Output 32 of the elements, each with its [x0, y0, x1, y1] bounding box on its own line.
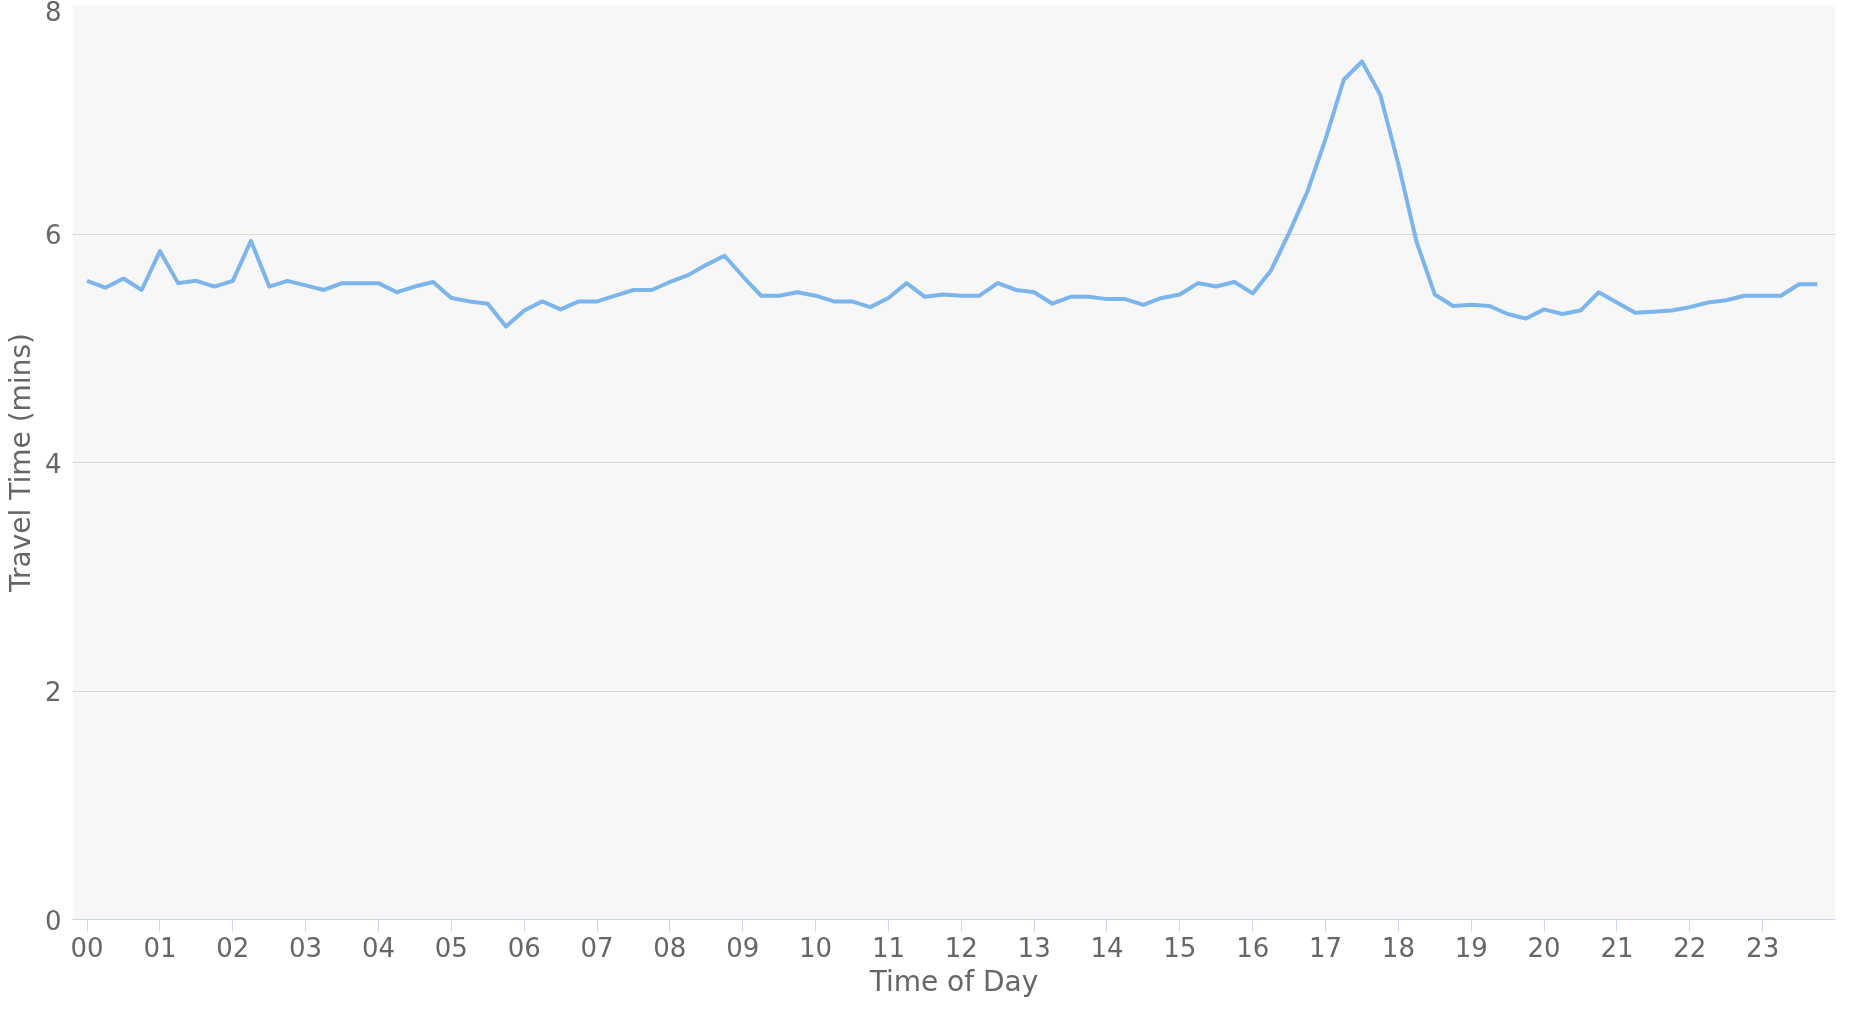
y-tick-label: 2	[44, 677, 62, 707]
x-tick-label: 22	[1673, 932, 1707, 963]
y-tick-label: 6	[44, 220, 62, 250]
x-tick-label: 15	[1163, 932, 1197, 963]
x-tick-label: 12	[944, 932, 978, 963]
x-tick-label: 09	[726, 932, 760, 963]
x-tick-label: 11	[871, 932, 905, 963]
line-series	[85, 59, 1820, 329]
x-tick-label: 05	[434, 932, 468, 963]
x-axis-title: Time of Day	[868, 964, 1039, 998]
y-axis-title: Travel Time (mins)	[3, 333, 37, 593]
y-tick-label: 0	[44, 905, 62, 936]
x-tick-label: 10	[799, 932, 833, 963]
x-tick-label: 14	[1090, 932, 1124, 963]
x-tick-label: 03	[289, 932, 323, 963]
x-tick-label: 07	[580, 932, 614, 963]
x-tick-label: 21	[1600, 932, 1634, 963]
y-tick-label: 4	[44, 448, 62, 479]
x-tick-label: 23	[1746, 932, 1780, 963]
x-tick-label: 04	[361, 932, 396, 963]
x-tick-label: 02	[216, 932, 250, 963]
x-tick-label: 08	[653, 932, 687, 963]
x-tick-label: 01	[143, 932, 177, 963]
x-tick-label: 00	[70, 932, 104, 963]
x-tick-label: 20	[1527, 932, 1561, 963]
x-tick-label: 06	[507, 932, 541, 963]
x-tick-label: 19	[1454, 932, 1488, 963]
x-tick-label: 16	[1236, 932, 1270, 963]
x-tick-label: 13	[1017, 932, 1051, 963]
y-tick-label: 8	[44, 0, 62, 27]
x-tick-label: 18	[1381, 932, 1415, 963]
x-tick-label: 17	[1309, 932, 1343, 963]
